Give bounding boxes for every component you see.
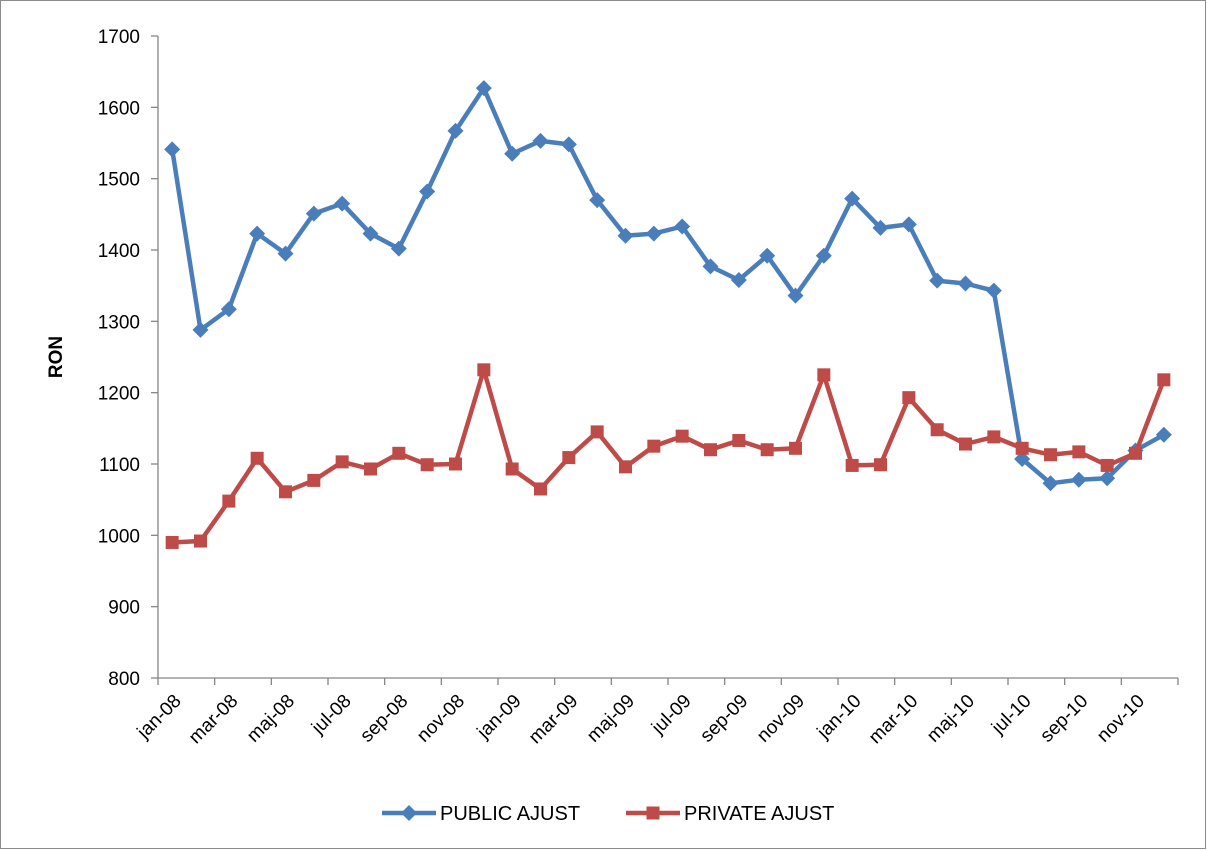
data-point-diamond: [645, 225, 662, 242]
data-point-square: [1157, 373, 1171, 387]
series-public-ajust: [164, 80, 1172, 492]
data-point-square: [987, 430, 1001, 444]
data-point-square: [789, 441, 802, 455]
series-private-ajust: [165, 363, 1171, 549]
y-tick-label: 1000: [98, 526, 140, 547]
data-point-diamond: [277, 245, 294, 262]
data-point-square: [902, 391, 916, 405]
data-point-diamond: [419, 183, 436, 200]
data-point-square: [874, 458, 887, 472]
y-tick-label: 1700: [98, 27, 140, 48]
data-point-diamond: [447, 122, 464, 139]
data-point-diamond: [1155, 426, 1172, 443]
data-point-square: [1100, 458, 1114, 472]
data-point-square: [1015, 441, 1029, 455]
data-point-square: [590, 425, 604, 439]
data-point-diamond: [815, 247, 832, 264]
y-tick-label: 1300: [98, 312, 140, 333]
data-point-square: [619, 460, 632, 474]
data-point-square: [1044, 448, 1057, 462]
data-point-diamond: [617, 227, 634, 244]
data-point-square: [562, 451, 576, 465]
data-point-diamond: [844, 190, 861, 207]
legend-item: PUBLIC AJUST: [382, 803, 580, 825]
data-point-diamond: [929, 272, 946, 289]
data-point-diamond: [164, 141, 181, 158]
y-tick-label: 900: [108, 598, 140, 619]
legend: PUBLIC AJUST PRIVATE AJUST: [382, 803, 834, 825]
data-point-square: [335, 455, 349, 469]
data-point-diamond: [1070, 471, 1087, 488]
data-point-diamond: [532, 132, 549, 149]
data-point-diamond: [390, 240, 407, 257]
data-point-diamond: [305, 205, 322, 222]
data-point-square: [1072, 445, 1086, 459]
data-point-square: [307, 473, 321, 487]
legend-marker-diamond: [401, 805, 417, 821]
data-point-diamond: [872, 219, 889, 236]
legend-label: PUBLIC AJUST: [440, 803, 580, 825]
data-point-square: [449, 457, 462, 471]
data-point-square: [364, 462, 377, 476]
data-point-diamond: [334, 195, 351, 212]
data-point-diamond: [985, 282, 1002, 299]
data-point-square: [392, 446, 406, 460]
data-point-diamond: [787, 287, 804, 304]
data-point-diamond: [900, 216, 917, 233]
data-point-square: [279, 485, 292, 499]
data-point-square: [760, 443, 774, 457]
data-point-square: [817, 368, 831, 382]
y-tick-label: 1400: [98, 241, 140, 262]
data-point-diamond: [589, 192, 606, 209]
y-axis: 800 900 1000 1100 1200 1300 1400 1500 1600 1700: [98, 27, 159, 690]
data-point-diamond: [730, 271, 747, 288]
data-point-square: [675, 429, 689, 443]
y-tick-label: 1200: [98, 384, 140, 405]
data-point-square: [194, 534, 207, 548]
data-point-diamond: [1099, 470, 1116, 487]
data-point-square: [732, 433, 746, 447]
y-tick-label: 1600: [98, 98, 140, 119]
data-point-diamond: [1014, 451, 1031, 468]
data-point-diamond: [220, 301, 237, 318]
data-point-diamond: [674, 218, 691, 235]
data-point-square: [420, 458, 434, 472]
data-point-diamond: [1042, 475, 1059, 492]
y-axis-title: RON: [46, 336, 67, 378]
data-point-square: [1129, 446, 1142, 460]
data-point-diamond: [759, 247, 776, 264]
data-point-square: [647, 439, 661, 453]
data-point-square: [222, 494, 236, 508]
y-tick-label: 1500: [98, 170, 140, 191]
data-point-diamond: [249, 225, 266, 242]
data-point-diamond: [475, 80, 492, 97]
data-point-square: [165, 535, 179, 549]
data-point-square: [477, 363, 491, 377]
y-tick-label: 1100: [99, 455, 140, 476]
data-point-square: [250, 451, 264, 465]
legend-label: PRIVATE AJUST: [684, 803, 834, 825]
data-point-diamond: [957, 275, 974, 292]
data-point-diamond: [560, 136, 577, 153]
data-point-square: [959, 437, 972, 451]
data-point-diamond: [192, 321, 209, 338]
series-layer: [164, 80, 1172, 549]
data-point-diamond: [362, 225, 379, 242]
data-point-square: [845, 458, 859, 472]
data-point-square: [704, 443, 717, 457]
data-point-square: [930, 423, 944, 437]
data-point-square: [505, 462, 519, 476]
legend-marker-square: [646, 806, 660, 820]
legend-item: PRIVATE AJUST: [626, 803, 834, 825]
data-point-square: [534, 482, 547, 496]
y-tick-label: 800: [108, 669, 140, 690]
data-point-diamond: [504, 145, 521, 162]
data-point-diamond: [702, 258, 719, 275]
